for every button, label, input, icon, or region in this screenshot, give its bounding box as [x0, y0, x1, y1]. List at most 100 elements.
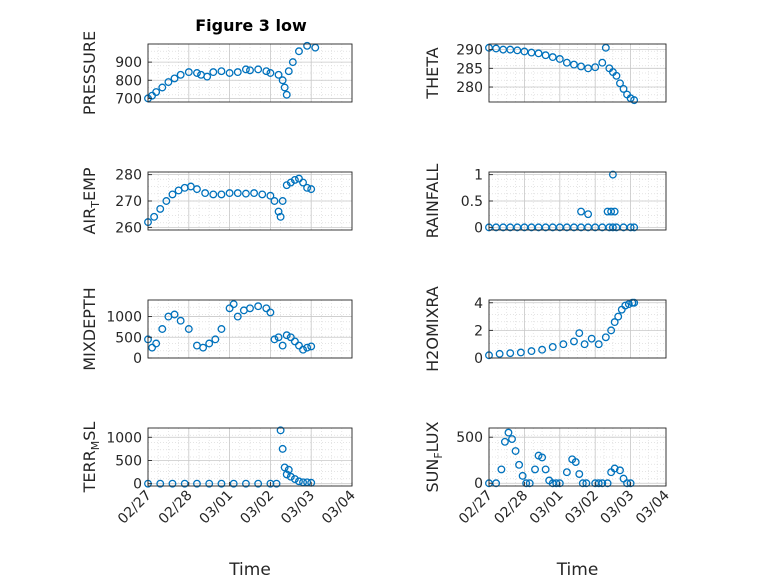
data-point [610, 464, 619, 473]
data-point [598, 479, 607, 488]
data-point [511, 447, 520, 455]
data-point [225, 189, 234, 198]
data-point [164, 78, 173, 87]
subplot-2: 280 285 290 THETA [423, 43, 667, 105]
subplot-1: 700 800 900 PRESSURE [80, 31, 353, 115]
data-point [534, 49, 543, 58]
data-point [266, 69, 275, 77]
data-point [522, 479, 531, 488]
data-point [229, 479, 238, 488]
y-tick-label: 260 [115, 220, 142, 236]
data-point [303, 41, 312, 50]
y-tick-label: 500 [456, 430, 483, 446]
data-point [233, 68, 242, 77]
y-axis-label: AIRTEMP [80, 167, 102, 234]
data-point [571, 458, 580, 467]
axes-box [488, 427, 667, 487]
data-point [541, 51, 550, 60]
data-point [630, 298, 639, 307]
data-point [203, 72, 212, 81]
y-tick-label: 270 [115, 194, 142, 210]
data-point [282, 90, 291, 99]
data-point [286, 472, 295, 481]
figure-title: Figure 3 low [195, 16, 307, 35]
subplot-6: 0 2 4 H2OMIXRA [423, 286, 667, 372]
data-point [286, 333, 295, 342]
data-point [168, 479, 177, 488]
data-point [303, 183, 312, 192]
data-point [225, 304, 234, 313]
y-tick-label: 700 [115, 91, 142, 107]
y-tick-label: 285 [456, 61, 483, 77]
data-point [193, 69, 201, 77]
x-axis-label: Time [556, 560, 599, 580]
data-point [278, 444, 287, 453]
data-point [150, 212, 159, 221]
data-point [254, 479, 263, 488]
data-point [295, 47, 303, 56]
data-point [205, 479, 214, 488]
data-point [608, 170, 617, 179]
data-point [270, 197, 279, 205]
data-point [591, 63, 600, 72]
data-point [624, 300, 633, 309]
data-point [295, 174, 303, 183]
data-point [156, 204, 165, 213]
data-point [170, 310, 179, 319]
data-point [518, 471, 527, 480]
data-point [290, 337, 299, 346]
data-point [282, 331, 291, 340]
data-point [594, 340, 603, 349]
data-point [607, 207, 616, 216]
data-point [205, 339, 214, 348]
data-point [290, 475, 299, 483]
y-tick-label: 800 [115, 73, 142, 89]
data-point [278, 197, 287, 205]
x-axis-label: Time [228, 560, 271, 580]
subplot-4: 0 0.5 1 RAINFALL [423, 164, 667, 239]
data-point [577, 62, 585, 71]
data-point [176, 316, 185, 325]
data-point [288, 58, 297, 67]
data-point [527, 347, 536, 356]
data-point [233, 189, 242, 198]
data-point [254, 302, 263, 311]
data-point [170, 74, 179, 83]
y-axis-label: MIXDEPTH [80, 287, 99, 370]
data-point [295, 341, 303, 350]
y-axis-label: RAINFALL [423, 164, 442, 239]
data-point [199, 343, 208, 352]
data-point [504, 428, 513, 437]
y-axis-label: SUNFLUX [423, 421, 445, 492]
data-point [272, 479, 281, 488]
y-axis-label: TERRMSL [80, 422, 102, 494]
y-tick-label: 1 [474, 168, 483, 184]
data-point [276, 426, 285, 435]
data-point [587, 334, 596, 343]
data-point [601, 333, 610, 342]
data-point [217, 67, 226, 76]
y-tick-label: 0 [133, 477, 142, 493]
data-point [158, 325, 167, 333]
data-point [274, 333, 283, 342]
data-point [307, 342, 316, 351]
data-point [158, 83, 167, 92]
data-point [295, 477, 303, 486]
data-point [630, 223, 639, 232]
data-point [575, 470, 584, 478]
data-point [570, 60, 578, 69]
data-point [612, 71, 621, 80]
data-point [250, 189, 259, 198]
data-point [299, 345, 307, 354]
y-tick-label: 500 [115, 330, 142, 346]
data-point [525, 479, 534, 488]
data-point [303, 343, 312, 352]
data-point [282, 470, 291, 479]
data-point [548, 53, 557, 62]
data-point [559, 340, 568, 349]
data-point [619, 84, 628, 93]
data-point [211, 335, 220, 344]
data-point [274, 70, 283, 79]
data-point [209, 190, 218, 199]
